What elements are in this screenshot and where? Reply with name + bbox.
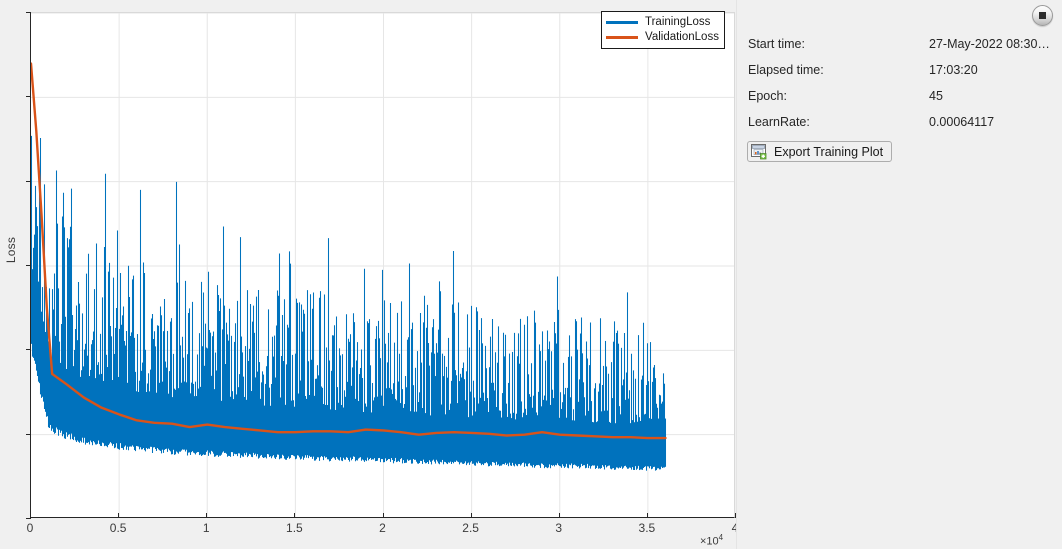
stop-square-icon <box>1039 12 1046 19</box>
x-tick-label: 2.5 <box>462 521 479 535</box>
info-row-epoch: Epoch: 45 <box>748 89 1054 105</box>
x-tick-label: 1 <box>202 521 210 535</box>
plot-axes[interactable] <box>30 12 735 518</box>
y-tick-mark <box>26 265 31 266</box>
x-axis-exponent: ×104 <box>700 533 724 548</box>
info-value-elapsed-time: 17:03:20 <box>929 63 978 77</box>
info-value-epoch: 45 <box>929 89 943 103</box>
x-tick-label: 4 <box>731 521 739 535</box>
legend-entry-validationloss[interactable]: ValidationLoss <box>606 30 719 45</box>
info-label-start-time: Start time: <box>748 37 805 51</box>
x-tick-mark <box>118 513 120 518</box>
x-tick-label: 2 <box>379 521 386 535</box>
x-tick-label: 3 <box>555 521 563 535</box>
y-tick-mark <box>26 12 31 13</box>
x-tick-mark <box>382 513 384 518</box>
y-tick-mark <box>26 180 31 182</box>
info-row-start-time: Start time: 27-May-2022 08:30… <box>748 37 1054 53</box>
info-label-epoch: Epoch: <box>748 89 787 103</box>
y-tick-mark <box>26 518 31 519</box>
y-tick-mark <box>26 349 31 351</box>
x-tick-mark <box>206 513 208 518</box>
x-tick-mark <box>294 513 296 518</box>
export-plot-icon <box>751 143 768 160</box>
x-tick-mark <box>735 513 736 518</box>
export-training-plot-button[interactable]: Export Training Plot <box>747 141 893 162</box>
x-tick-label: 0.5 <box>109 521 127 535</box>
validation-loss-series <box>31 62 667 440</box>
info-label-learnrate: LearnRate: <box>748 115 810 129</box>
x-tick-label: 3.5 <box>638 521 656 535</box>
y-tick-mark <box>26 96 31 98</box>
info-row-elapsed-time: Elapsed time: 17:03:20 <box>748 63 1054 79</box>
stop-training-button[interactable] <box>1032 5 1053 26</box>
y-tick-mark <box>26 433 31 435</box>
x-tick-label: 0 <box>26 521 34 535</box>
y-axis-label: Loss <box>4 236 18 264</box>
legend-label-trainingloss: TrainingLoss <box>645 15 711 28</box>
x-tick-mark <box>646 513 648 518</box>
legend-swatch-validationloss <box>606 36 638 39</box>
training-progress-plot-panel: Loss 00.511.522.53 00.511.522.533.54 ×10… <box>4 11 739 548</box>
x-tick-mark <box>30 513 31 518</box>
legend-entry-trainingloss[interactable]: TrainingLoss <box>606 15 719 30</box>
training-info-panel: Start time: 27-May-2022 08:30… Elapsed t… <box>736 0 1062 549</box>
training-loss-series <box>31 135 667 471</box>
export-training-plot-label: Export Training Plot <box>774 144 884 159</box>
plot-legend[interactable]: TrainingLoss ValidationLoss <box>601 11 725 49</box>
legend-label-validationloss: ValidationLoss <box>645 30 719 43</box>
legend-swatch-trainingloss <box>606 21 638 24</box>
info-label-elapsed-time: Elapsed time: <box>748 63 824 77</box>
x-tick-label: 1.5 <box>286 521 303 535</box>
info-value-start-time: 27-May-2022 08:30… <box>929 37 1050 51</box>
x-tick-mark <box>558 513 560 518</box>
info-row-learnrate: LearnRate: 0.00064117 <box>748 115 1054 131</box>
plot-canvas <box>31 13 734 517</box>
x-tick-mark <box>470 513 472 518</box>
info-value-learnrate: 0.00064117 <box>929 115 995 129</box>
